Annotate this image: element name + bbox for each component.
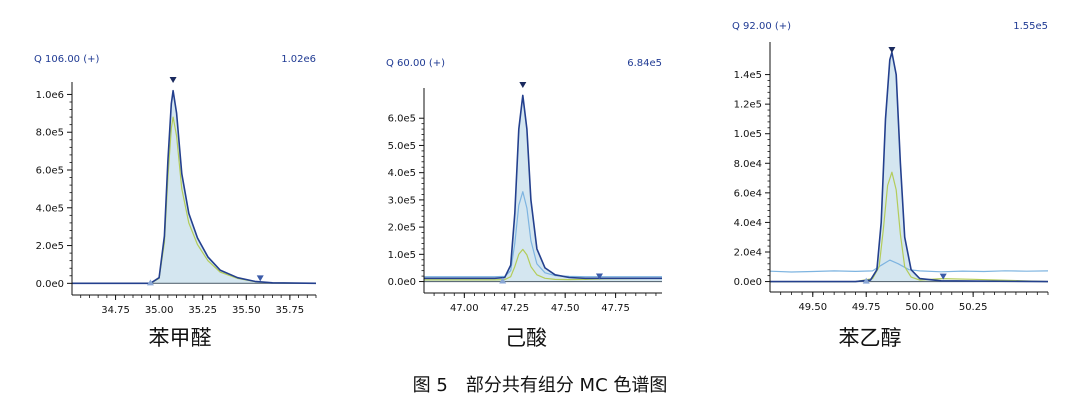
- peak-area-fill: [770, 52, 1048, 282]
- trace-light: [424, 191, 662, 278]
- y-tick-label: 1.0e5: [388, 250, 416, 261]
- y-tick-label: 3.0e5: [388, 195, 416, 206]
- x-tick-label: 50.00: [905, 302, 934, 313]
- trace-light: [769, 259, 1049, 273]
- y-tick-label: 4.0e5: [388, 168, 416, 179]
- x-tick-label: 34.75: [101, 305, 130, 316]
- x-tick-label: 35.75: [276, 305, 305, 316]
- y-tick-label: 8.0e4: [734, 159, 762, 170]
- y-tick-label: 2.0e5: [36, 241, 64, 252]
- range-start-marker: [862, 277, 870, 284]
- x-tick-label: 47.75: [601, 303, 630, 314]
- chart-hexanoic-acid: Q 60.00 (+) 6.84e5 0.0e0 1.0e5 2.0e5 3.0e5 4.0…: [386, 58, 663, 314]
- max-intensity-label: 6.84e5: [627, 58, 662, 69]
- range-end-marker: [256, 275, 264, 282]
- range-end-marker: [595, 273, 603, 280]
- y-tick-label: 6.0e5: [36, 166, 64, 177]
- x-tick-label: 47.00: [450, 303, 479, 314]
- peak-area-fill: [72, 90, 316, 284]
- compound-name-hexanoic-acid: 己酸: [505, 326, 547, 350]
- figure-caption: 图 5 部分共有组分 MC 色谱图: [413, 375, 668, 396]
- ion-label: Q 92.00 (+): [732, 21, 791, 32]
- y-tick-label: 4.0e5: [36, 203, 64, 214]
- compound-name-phenylethanol: 苯乙醇: [839, 326, 902, 350]
- y-tick-label: 6.0e4: [734, 188, 762, 199]
- x-tick-label: 47.50: [551, 303, 580, 314]
- y-tick-label: 1.0e6: [36, 90, 64, 101]
- y-tick-label: 1.2e5: [734, 100, 762, 111]
- chart-phenylethanol: Q 92.00 (+) 1.55e5 0.0e0 2.0e4 4.0e4 6.0e4 8.0…: [732, 21, 1049, 313]
- range-end-marker: [939, 273, 947, 280]
- ion-label: Q 60.00 (+): [386, 58, 445, 69]
- y-tick-label: 1.4e5: [734, 70, 762, 81]
- y-tick-label: 5.0e5: [388, 141, 416, 152]
- x-tick-label: 35.25: [188, 305, 217, 316]
- y-tick-label: 8.0e5: [36, 128, 64, 139]
- x-tick-label: 49.75: [852, 302, 881, 313]
- y-tick-label: 0.0e0: [36, 279, 64, 290]
- y-tick-label: 4.0e4: [734, 218, 762, 229]
- peak-apex-marker: [519, 82, 527, 88]
- y-tick-label: 2.0e4: [734, 247, 762, 258]
- x-tick-label: 50.25: [959, 302, 988, 313]
- trace-green: [424, 248, 663, 281]
- range-start-marker: [146, 279, 154, 286]
- trace-total: [72, 89, 317, 285]
- x-tick-label: 35.50: [232, 305, 261, 316]
- ion-label: Q 106.00 (+): [34, 54, 99, 65]
- y-tick-label: 0.0e0: [388, 277, 416, 288]
- peak-apex-marker: [169, 77, 177, 83]
- chart-benzaldehyde: Q 106.00 (+) 1.02e6 0.0e0 2.0e5 4.0e5 6.0e5 8.…: [34, 54, 317, 316]
- peak-apex-marker: [888, 47, 896, 53]
- x-tick-label: 49.50: [798, 302, 827, 313]
- x-tick-label: 47.25: [500, 303, 529, 314]
- y-tick-label: 0.0e0: [734, 277, 762, 288]
- y-tick-label: 6.0e5: [388, 114, 416, 125]
- range-start-marker: [499, 277, 507, 284]
- x-tick-label: 35.00: [145, 305, 174, 316]
- max-intensity-label: 1.55e5: [1013, 21, 1048, 32]
- trace-total: [770, 51, 1049, 283]
- y-tick-label: 1.0e5: [734, 129, 762, 140]
- compound-name-benzaldehyde: 苯甲醛: [149, 326, 212, 350]
- trace-total: [424, 94, 662, 280]
- peak-area-fill: [424, 95, 662, 282]
- max-intensity-label: 1.02e6: [281, 54, 316, 65]
- y-tick-label: 2.0e5: [388, 223, 416, 234]
